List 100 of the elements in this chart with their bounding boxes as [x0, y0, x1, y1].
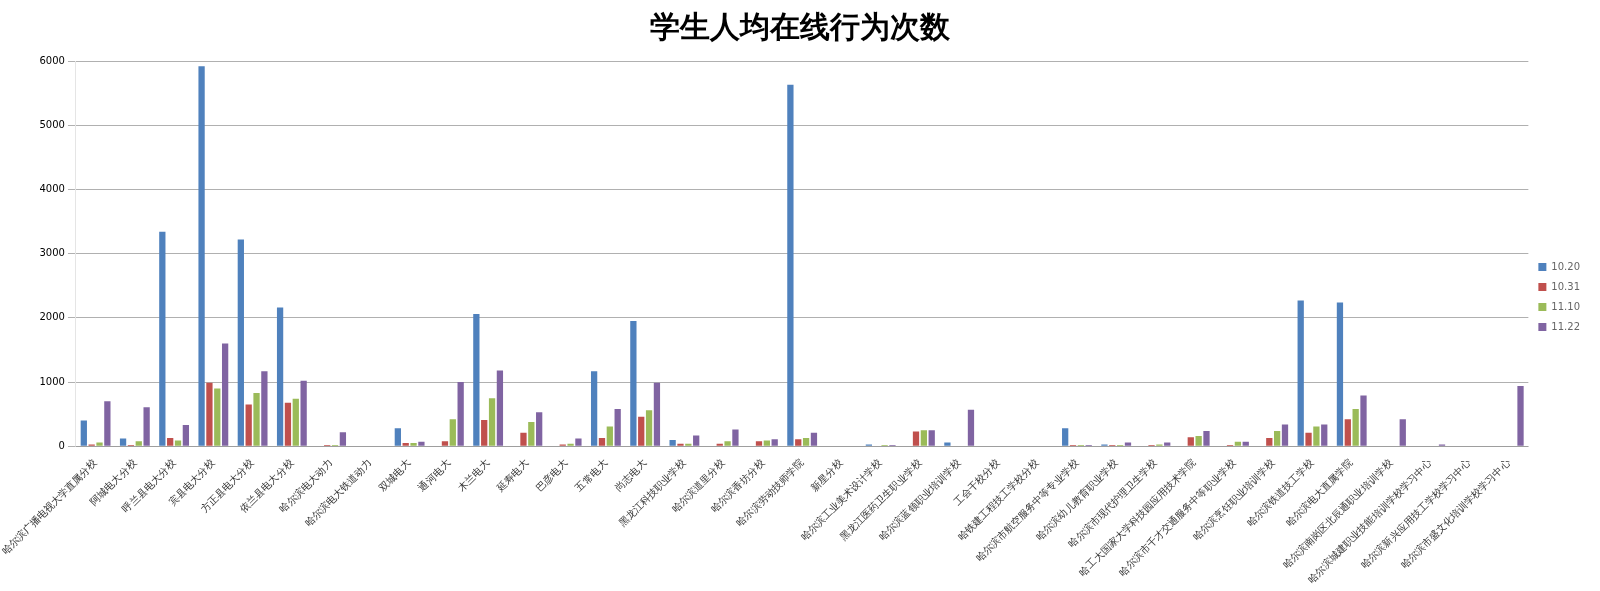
bar — [174, 440, 182, 446]
chart-title: 学生人均在线行为次数 — [650, 9, 951, 43]
bar — [685, 443, 692, 446]
y-tick-label: 6000 — [39, 54, 65, 66]
bar — [1399, 419, 1406, 446]
bar — [80, 420, 87, 446]
bar — [1242, 441, 1249, 446]
bar — [567, 443, 574, 446]
bar — [763, 440, 770, 446]
bar — [575, 438, 582, 446]
bar — [598, 437, 606, 446]
bar — [630, 321, 637, 446]
bar — [638, 416, 645, 446]
bar — [716, 443, 723, 446]
bar — [1360, 395, 1367, 446]
legend-label: 11.10 — [1551, 300, 1581, 312]
bar — [802, 437, 810, 446]
bar — [1321, 424, 1328, 446]
bar — [1164, 442, 1171, 446]
bar — [755, 441, 763, 446]
y-tick-label: 1000 — [39, 375, 65, 387]
bar — [771, 439, 778, 446]
bar — [143, 407, 150, 446]
y-tick-label: 3000 — [39, 247, 65, 259]
bar — [221, 343, 229, 446]
bar — [810, 432, 818, 446]
bar — [473, 314, 480, 446]
bar — [418, 441, 425, 446]
legend-label: 11.22 — [1551, 320, 1581, 332]
bar — [795, 439, 802, 446]
x-tick-label: 新星分校 — [808, 457, 845, 494]
bar — [944, 442, 951, 446]
bar — [606, 426, 613, 446]
bar — [1281, 424, 1289, 446]
legend-label: 10.31 — [1551, 280, 1581, 292]
x-tick-label: 双城电大 — [376, 457, 413, 494]
bar — [198, 66, 205, 446]
y-tick-label: 2000 — [39, 311, 65, 323]
bar — [496, 370, 504, 446]
bar — [1344, 419, 1351, 446]
bar — [119, 438, 127, 446]
bar — [402, 443, 409, 446]
bar — [159, 231, 166, 446]
bar — [457, 382, 464, 446]
bar — [182, 425, 190, 446]
bar — [441, 441, 449, 446]
bar — [1266, 437, 1273, 446]
bar — [253, 393, 260, 446]
bar — [1187, 437, 1194, 446]
bar — [645, 410, 653, 446]
bar — [245, 404, 252, 446]
bar — [339, 432, 347, 446]
x-tick-label: 五常电大 — [573, 457, 610, 494]
bar — [1195, 436, 1202, 446]
bar — [928, 430, 935, 446]
bar — [214, 388, 221, 446]
legend-label: 10.20 — [1551, 260, 1581, 272]
bar — [787, 84, 794, 446]
bar — [206, 382, 213, 446]
y-tick-label: 5000 — [39, 118, 65, 130]
bar — [724, 441, 731, 446]
bar — [237, 239, 244, 446]
bar — [693, 435, 700, 446]
bar — [104, 401, 111, 446]
bar — [1313, 426, 1320, 446]
bar — [135, 441, 142, 446]
x-tick-label: 延寿电大 — [493, 457, 531, 494]
y-tick-label: 4000 — [39, 183, 65, 195]
bar — [677, 443, 684, 446]
bar — [1305, 432, 1312, 446]
bar — [410, 443, 417, 446]
bar — [520, 432, 527, 446]
bar — [1274, 430, 1281, 446]
bar — [284, 402, 292, 446]
bar — [488, 398, 496, 446]
bar — [1352, 409, 1359, 446]
bar — [261, 371, 268, 446]
bar — [653, 382, 661, 446]
x-tick-label: 通河电大 — [416, 457, 453, 494]
bar — [1517, 385, 1524, 446]
bar — [96, 442, 103, 446]
bar — [300, 380, 307, 446]
bar — [1297, 300, 1304, 446]
bar — [614, 409, 621, 446]
bar — [1336, 302, 1344, 446]
x-tick-label: 巴彦电大 — [533, 457, 570, 494]
bar — [1062, 428, 1069, 446]
bar — [536, 412, 543, 446]
bar — [528, 421, 535, 446]
bar — [167, 437, 174, 446]
bar — [1203, 430, 1210, 446]
bar — [1124, 442, 1132, 446]
bar — [292, 398, 299, 446]
bar — [669, 439, 676, 446]
bar — [394, 428, 401, 446]
bar — [590, 371, 598, 446]
bar — [481, 419, 488, 446]
bar — [276, 307, 284, 446]
x-tick-label: 木兰电大 — [455, 457, 492, 494]
bar — [912, 431, 920, 446]
